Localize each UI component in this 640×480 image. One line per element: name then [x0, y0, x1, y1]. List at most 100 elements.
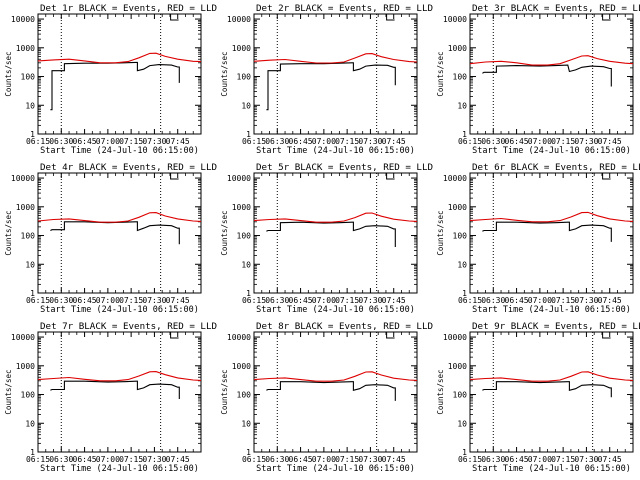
series-line-events	[266, 221, 396, 247]
interval-bracket-marker	[602, 14, 611, 21]
plot-frame	[37, 172, 202, 294]
x-tick-label: 07:30	[142, 296, 166, 305]
y-tick-label: 1000	[448, 203, 467, 212]
x-tick-label: 06:45	[505, 296, 529, 305]
x-tick-label: 06:30	[481, 455, 505, 464]
y-tick-label: 100	[21, 391, 36, 400]
panel-title: Det 5r BLACK = Events, RED = LLD	[256, 162, 433, 173]
panel-title: Det 3r BLACK = Events, RED = LLD	[472, 3, 640, 14]
y-tick-label: 100	[453, 391, 468, 400]
plot-frame	[253, 331, 418, 453]
x-tick-label: 06:45	[73, 137, 97, 146]
interval-bracket-marker	[170, 14, 179, 21]
x-tick-label: 06:45	[505, 455, 529, 464]
x-axis-label: Start Time (24-Jul-10 06:15:00)	[40, 146, 199, 156]
interval-bracket-marker	[386, 173, 395, 180]
detector-panel-1: Det 1r BLACK = Events, RED = LLD 1 10 100 10…	[4, 3, 217, 156]
y-tick-label: 1000	[232, 44, 251, 53]
x-tick-label: 06:30	[265, 455, 289, 464]
detector-panel-3: Det 3r BLACK = Events, RED = LLD 1 10 100 10…	[436, 3, 640, 156]
y-tick-label: 10000	[443, 333, 467, 342]
panel-title: Det 1r BLACK = Events, RED = LLD	[40, 3, 217, 14]
interval-bracket-marker	[170, 332, 179, 339]
x-tick-label: 06:15	[458, 296, 482, 305]
x-tick-label: 06:45	[289, 137, 313, 146]
interval-bracket-marker	[386, 332, 395, 339]
series-line-lld	[253, 371, 418, 382]
x-tick-label: 06:30	[49, 296, 73, 305]
series-line-events	[482, 64, 612, 87]
y-tick-label: 100	[21, 73, 36, 82]
x-tick-label: 06:15	[242, 296, 266, 305]
y-tick-label: 10000	[11, 15, 35, 24]
x-tick-label: 07:30	[142, 455, 166, 464]
x-tick-label: 07:45	[382, 296, 406, 305]
y-tick-label: 1	[30, 289, 35, 298]
x-tick-label: 06:45	[73, 455, 97, 464]
x-axis-label: Start Time (24-Jul-10 06:15:00)	[472, 464, 631, 474]
plot-frame	[469, 13, 634, 135]
x-tick-label: 06:15	[242, 455, 266, 464]
x-tick-label: 06:45	[73, 296, 97, 305]
panel-title: Det 4r BLACK = Events, RED = LLD	[40, 162, 217, 173]
panel-title: Det 8r BLACK = Events, RED = LLD	[256, 321, 433, 332]
x-tick-label: 06:30	[49, 455, 73, 464]
y-axis-label: Counts/sec	[4, 51, 13, 96]
detector-panel-8: Det 8r BLACK = Events, RED = LLD 1 10 100 10…	[220, 321, 433, 474]
interval-bracket-marker	[386, 14, 395, 21]
x-tick-label: 07:45	[166, 455, 190, 464]
x-tick-label: 07:15	[551, 455, 575, 464]
y-tick-label: 1	[246, 448, 251, 457]
y-axis-label: Counts/sec	[436, 369, 445, 414]
x-tick-label: 07:00	[96, 296, 120, 305]
series-line-lld	[37, 371, 202, 382]
y-tick-label: 10000	[11, 333, 35, 342]
x-tick-label: 07:00	[528, 455, 552, 464]
x-tick-label: 07:00	[528, 137, 552, 146]
x-tick-label: 07:00	[312, 296, 336, 305]
x-tick-label: 07:30	[574, 137, 598, 146]
x-tick-label: 06:30	[49, 137, 73, 146]
series-line-lld	[469, 211, 634, 223]
x-tick-label: 07:15	[551, 137, 575, 146]
x-tick-label: 07:45	[598, 455, 622, 464]
x-tick-label: 07:45	[382, 137, 406, 146]
x-axis-label: Start Time (24-Jul-10 06:15:00)	[256, 146, 415, 156]
panel-title: Det 9r BLACK = Events, RED = LLD	[472, 321, 640, 332]
series-line-events	[50, 61, 180, 111]
detector-panel-9: Det 9r BLACK = Events, RED = LLD 1 10 100 10…	[436, 321, 640, 474]
x-tick-label: 07:15	[335, 296, 359, 305]
y-tick-label: 1	[30, 448, 35, 457]
x-tick-label: 06:15	[26, 137, 50, 146]
series-line-lld	[37, 52, 202, 64]
x-axis-label: Start Time (24-Jul-10 06:15:00)	[40, 464, 199, 474]
y-tick-label: 10	[241, 419, 251, 428]
y-tick-label: 100	[237, 232, 252, 241]
plot-frame	[469, 172, 634, 294]
y-tick-label: 10	[241, 260, 251, 269]
y-tick-label: 10000	[227, 174, 251, 183]
x-tick-label: 07:45	[382, 455, 406, 464]
x-tick-label: 06:45	[289, 455, 313, 464]
x-tick-label: 07:15	[119, 296, 143, 305]
x-tick-label: 06:30	[481, 296, 505, 305]
y-axis-label: Counts/sec	[220, 369, 229, 414]
detector-panel-7: Det 7r BLACK = Events, RED = LLD 1 10 100 10…	[4, 321, 217, 474]
plot-frame	[253, 172, 418, 294]
x-tick-label: 07:30	[358, 455, 382, 464]
plot-frame	[469, 331, 634, 453]
x-tick-label: 06:30	[481, 137, 505, 146]
x-tick-label: 06:15	[26, 296, 50, 305]
y-tick-label: 100	[237, 73, 252, 82]
detector-panel-5: Det 5r BLACK = Events, RED = LLD 1 10 100 10…	[220, 162, 433, 315]
x-tick-label: 07:00	[96, 137, 120, 146]
y-axis-label: Counts/sec	[220, 51, 229, 96]
y-axis-label: Counts/sec	[436, 51, 445, 96]
series-line-events	[482, 381, 612, 398]
series-line-lld	[253, 212, 418, 223]
series-line-lld	[469, 371, 634, 382]
y-tick-label: 100	[453, 73, 468, 82]
x-axis-label: Start Time (24-Jul-10 06:15:00)	[472, 305, 631, 315]
y-tick-label: 1	[246, 130, 251, 139]
